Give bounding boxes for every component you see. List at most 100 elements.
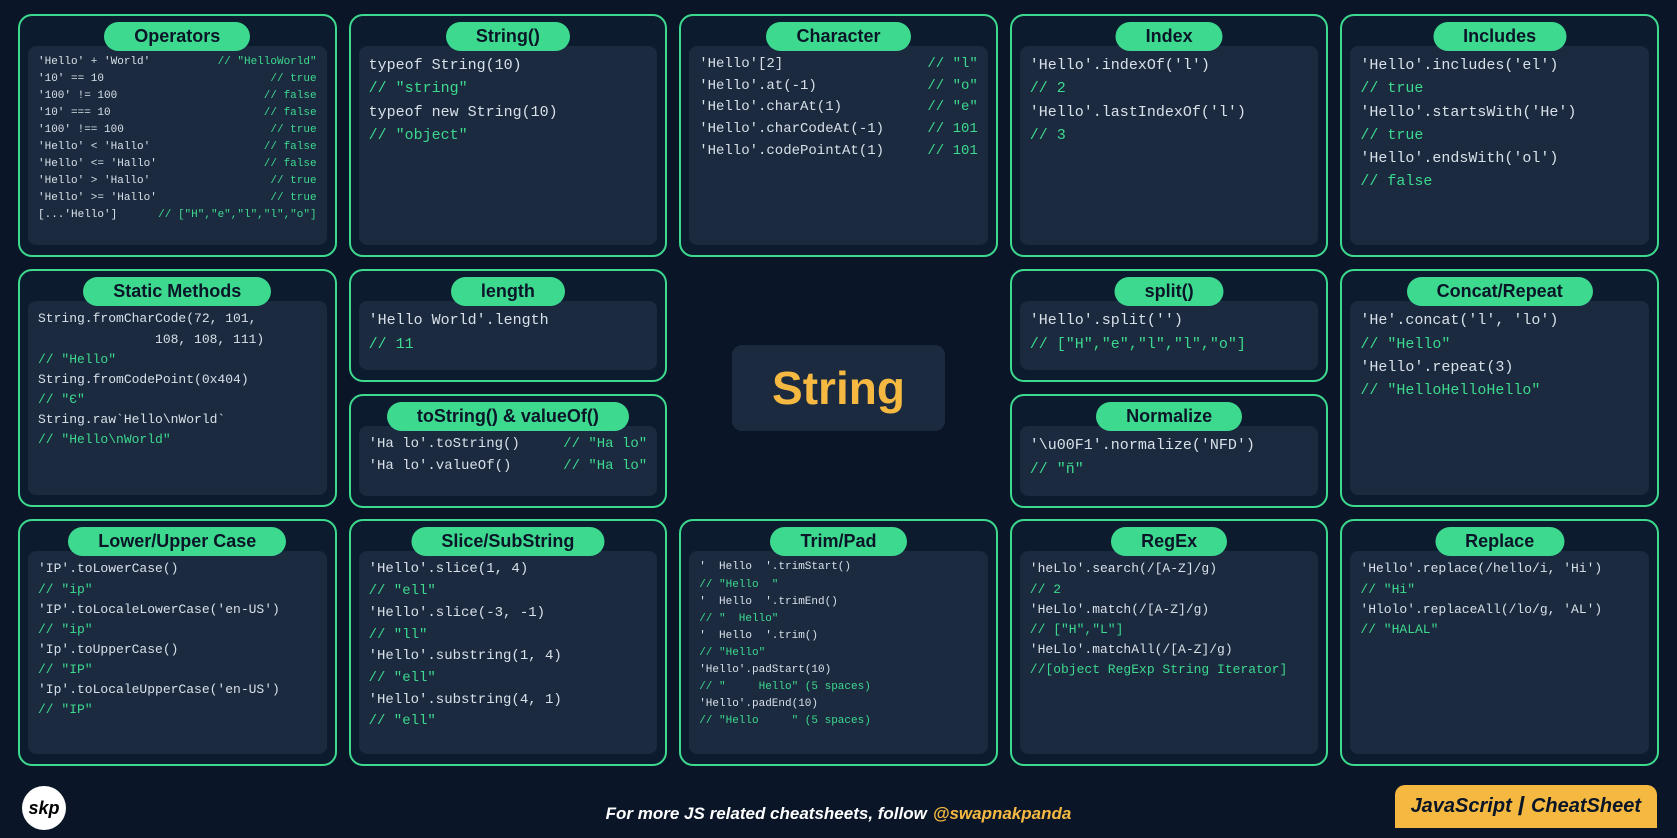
code-block: 'heLlo'.search(/[A-Z]/g)// 2'HeLlo'.matc… <box>1020 551 1319 754</box>
code-line: 'IP'.toLowerCase() <box>38 559 317 579</box>
code-line: // "string" <box>369 77 648 100</box>
code-block: typeof String(10)// "string"typeof new S… <box>359 46 658 245</box>
card-replace: Replace 'Hello'.replace(/hello/i, 'Hi')/… <box>1340 519 1659 766</box>
code-line: '10' === 10// false <box>38 105 317 122</box>
card-title: Includes <box>1433 22 1566 51</box>
code-line: // true <box>1360 77 1639 100</box>
card-length: length 'Hello World'.length// 11 <box>349 269 668 382</box>
code-line: '100' != 100// false <box>38 88 317 105</box>
code-line: 'Hlolo'.replaceAll(/lo/g, 'AL') <box>1360 600 1639 620</box>
code-line: // "ell" <box>369 581 648 603</box>
code-line: //[object RegExp String Iterator] <box>1030 660 1309 680</box>
code-line: // "ip" <box>38 620 317 640</box>
code-line: // false <box>1360 170 1639 193</box>
footer-text: For more JS related cheatsheets, follow <box>606 804 927 824</box>
code-block: 'Hello'.split('')// ["H","e","l","l","o"… <box>1020 301 1319 370</box>
code-block: ' Hello '.trimStart()// "Hello "' Hello … <box>689 551 988 754</box>
code-line: String.fromCodePoint(0x404) <box>38 370 317 390</box>
code-line: 'Hello'.repeat(3) <box>1360 356 1639 379</box>
code-line: 'Hello'.slice(-3, -1) <box>369 603 648 625</box>
code-line: // "Hello" <box>38 350 317 370</box>
code-block: '\u00F1'.normalize('NFD')// "ñ" <box>1020 426 1319 495</box>
card-title: Normalize <box>1096 402 1242 431</box>
code-line: // 2 <box>1030 77 1309 100</box>
card-index: Index 'Hello'.indexOf('l')// 2'Hello'.la… <box>1010 14 1329 257</box>
code-line: 108, 108, 111) <box>38 330 317 350</box>
card-title: Concat/Repeat <box>1407 277 1593 306</box>
code-line: // "ell" <box>369 668 648 690</box>
card-operators: Operators 'Hello' + 'World'// "HelloWorl… <box>18 14 337 257</box>
center-title: String <box>732 345 945 431</box>
code-line: // 3 <box>1030 124 1309 147</box>
card-tostring: toString() & valueOf() 'Ha lo'.toString(… <box>349 394 668 507</box>
card-normalize: Normalize '\u00F1'.normalize('NFD')// "ñ… <box>1010 394 1329 507</box>
code-line: 'Ip'.toLocaleUpperCase('en-US') <box>38 680 317 700</box>
code-line: // "IP" <box>38 700 317 720</box>
code-line: 'Hello'.replace(/hello/i, 'Hi') <box>1360 559 1639 579</box>
card-title: length <box>451 277 565 306</box>
code-line: // "Hello " <box>699 577 978 594</box>
cheatsheet-grid: Operators 'Hello' + 'World'// "HelloWorl… <box>0 0 1677 780</box>
code-block: 'Ha lo'.toString()// "Ha lo"'Ha lo'.valu… <box>359 426 658 495</box>
code-line: // "IP" <box>38 660 317 680</box>
code-line: // "ll" <box>369 625 648 647</box>
code-line: 'Hello'.codePointAt(1)// 101 <box>699 141 978 163</box>
code-line: 'He'.concat('l', 'lo') <box>1360 309 1639 332</box>
code-block: 'Hello World'.length// 11 <box>359 301 658 370</box>
code-line: 'HeLlo'.match(/[A-Z]/g) <box>1030 600 1309 620</box>
author-logo: skp <box>22 786 66 830</box>
code-line: 'Hello'.substring(4, 1) <box>369 690 648 712</box>
code-line: 'Ha lo'.toString()// "Ha lo" <box>369 434 648 456</box>
code-line: 'Ha lo'.valueOf()// "Ha lo" <box>369 456 648 478</box>
card-title: RegEx <box>1111 527 1227 556</box>
card-title: Replace <box>1435 527 1564 556</box>
brand-badge: JavaScript / CheatSheet <box>1395 785 1657 828</box>
slash-icon: / <box>1518 791 1525 822</box>
card-split: split() 'Hello'.split('')// ["H","e","l"… <box>1010 269 1329 382</box>
code-line: // "Hello" <box>1360 333 1639 356</box>
code-line: typeof String(10) <box>369 54 648 77</box>
card-case: Lower/Upper Case 'IP'.toLowerCase() // "i… <box>18 519 337 766</box>
code-line: 'Hello World'.length <box>369 309 648 332</box>
card-slice: Slice/SubString 'Hello'.slice(1, 4)// "e… <box>349 519 668 766</box>
center-title-cell: String <box>679 269 998 507</box>
card-character: Character 'Hello'[2]// "l"'Hello'.at(-1)… <box>679 14 998 257</box>
code-line: 'Hello'.substring(1, 4) <box>369 646 648 668</box>
code-line: 'Hello'.startsWith('He') <box>1360 101 1639 124</box>
stack-length-tostring: length 'Hello World'.length// 11 toStrin… <box>349 269 668 507</box>
code-block: 'Hello'.includes('el')// true'Hello'.sta… <box>1350 46 1649 245</box>
card-includes: Includes 'Hello'.includes('el')// true'H… <box>1340 14 1659 257</box>
code-line: // true <box>1360 124 1639 147</box>
code-line: 'Hello' >= 'Hallo'// true <box>38 190 317 207</box>
code-line: String.raw`Hello\nWorld` <box>38 410 317 430</box>
footer-handle: @swapnakpanda <box>933 804 1071 824</box>
code-line: 'Ip'.toUpperCase() <box>38 640 317 660</box>
code-line: 'Hello'.split('') <box>1030 309 1309 332</box>
brand-right: CheatSheet <box>1531 795 1641 818</box>
code-line: 'Hello'.padStart(10) <box>699 662 978 679</box>
card-title: Index <box>1116 22 1223 51</box>
code-line: // "HelloHelloHello" <box>1360 379 1639 402</box>
brand-left: JavaScript <box>1411 795 1512 818</box>
code-line: // "ñ" <box>1030 458 1309 481</box>
code-line: String.fromCharCode(72, 101, <box>38 309 317 329</box>
code-line: // "Hello\nWorld" <box>38 430 317 450</box>
card-title: Static Methods <box>83 277 271 306</box>
card-title: String() <box>446 22 570 51</box>
code-line: // " Hello" <box>699 611 978 628</box>
code-line: ' Hello '.trimEnd() <box>699 594 978 611</box>
card-static-methods: Static Methods String.fromCharCode(72, 1… <box>18 269 337 507</box>
card-title: Lower/Upper Case <box>68 527 286 556</box>
code-line: 'HeLlo'.matchAll(/[A-Z]/g) <box>1030 640 1309 660</box>
code-line: ' Hello '.trimStart() <box>699 559 978 576</box>
code-block: 'He'.concat('l', 'lo')// "Hello"'Hello'.… <box>1350 301 1649 495</box>
code-line: // ["H","e","l","l","o"] <box>1030 333 1309 356</box>
code-line: 'Hello' <= 'Hallo'// false <box>38 156 317 173</box>
code-line: // 2 <box>1030 580 1309 600</box>
code-block: String.fromCharCode(72, 101, 108, 108, 1… <box>28 301 327 495</box>
code-line: // "Hello" <box>699 645 978 662</box>
code-line: 'Hello' + 'World'// "HelloWorld" <box>38 54 317 71</box>
code-line: 'Hello' > 'Hallo'// true <box>38 173 317 190</box>
code-line: typeof new String(10) <box>369 101 648 124</box>
card-string-ctor: String() typeof String(10)// "string"typ… <box>349 14 668 257</box>
